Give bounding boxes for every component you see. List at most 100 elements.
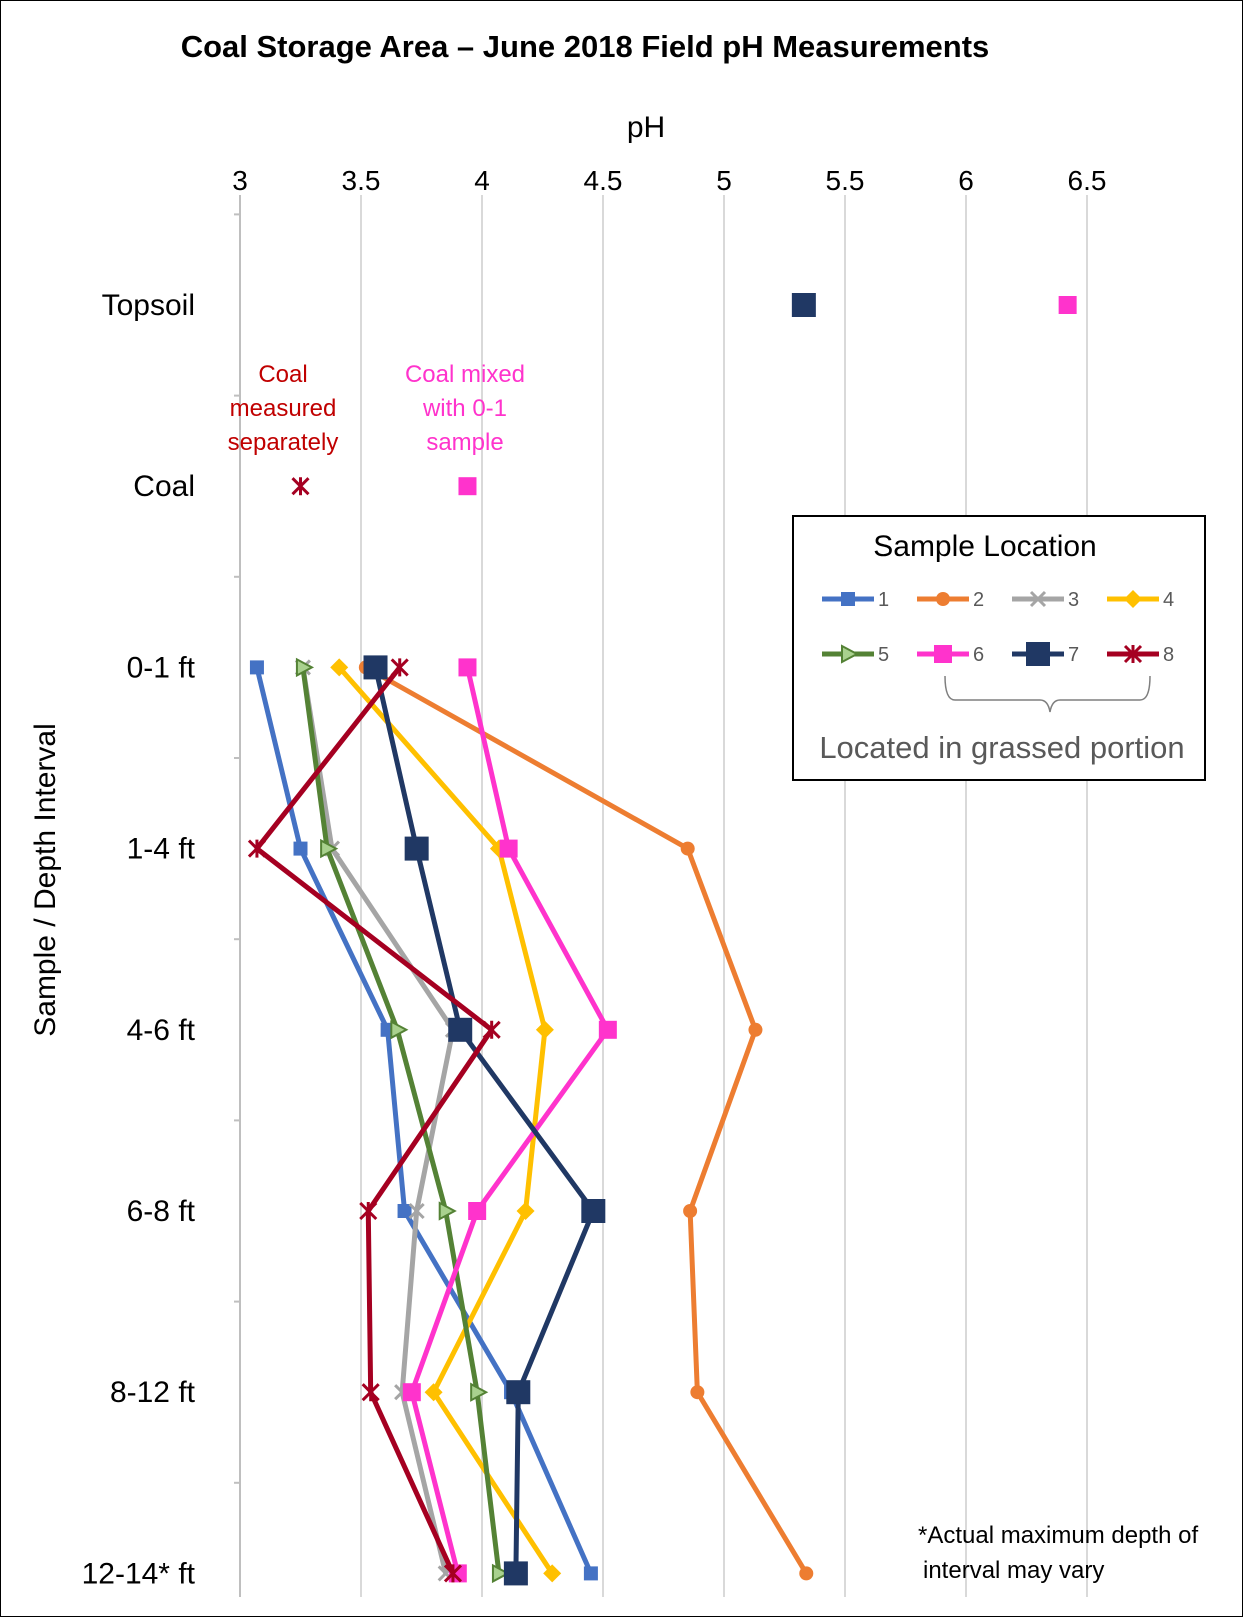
data-point <box>443 1564 463 1583</box>
data-point <box>359 1201 378 1221</box>
legend-label: 2 <box>973 589 984 611</box>
data-point <box>458 477 477 496</box>
legend-item-5: 5 <box>822 644 889 666</box>
data-point <box>482 1020 501 1039</box>
x-tick-label: 4 <box>474 165 490 196</box>
series-lines <box>247 293 1077 1586</box>
series-line-8 <box>254 665 495 1575</box>
data-point <box>361 1383 380 1402</box>
data-point <box>535 1020 554 1039</box>
data-point <box>680 841 695 856</box>
x-tick-label: 6.5 <box>1068 165 1107 196</box>
legend-item-1: 1 <box>822 589 889 611</box>
y-category-label: 12-14* ft <box>82 1557 196 1590</box>
legend-label: 6 <box>973 644 984 666</box>
series-5 <box>295 657 511 1584</box>
data-point <box>1026 642 1050 666</box>
x-axis-title: pH <box>627 111 665 144</box>
data-point <box>499 839 518 858</box>
data-point <box>295 657 315 678</box>
annotation-text: separately <box>228 429 339 456</box>
data-point <box>516 1202 535 1220</box>
data-point <box>448 1017 473 1042</box>
y-category-label: 1-4 ft <box>127 833 196 866</box>
annotation-text: measured <box>230 395 337 422</box>
annotation-text: Coal <box>258 361 307 388</box>
legend-item-8: 8 <box>1107 644 1174 666</box>
data-point <box>291 477 310 496</box>
data-point <box>397 1204 412 1218</box>
gridlines <box>234 195 1088 1597</box>
data-point <box>1124 590 1142 608</box>
series-line-3 <box>300 667 456 1574</box>
legend-label: 1 <box>878 589 889 611</box>
data-point <box>470 1382 489 1402</box>
data-point <box>458 658 477 677</box>
data-point <box>936 592 950 606</box>
series-7 <box>363 293 816 1586</box>
x-tick-labels: 3 3.5 4 4.5 5 5.5 6 6.5 <box>232 165 1106 196</box>
series-8 <box>247 477 501 1583</box>
series-line-7 <box>373 666 596 1574</box>
data-point <box>491 1563 511 1584</box>
series-line-5 <box>300 667 502 1574</box>
x-tick-label: 6 <box>958 165 974 196</box>
legend-label: 7 <box>1068 644 1079 666</box>
data-point <box>249 660 264 675</box>
annotation-text: sample <box>426 429 503 456</box>
data-point <box>748 1022 763 1037</box>
data-point <box>320 838 339 859</box>
x-tick-label: 3.5 <box>342 165 381 196</box>
data-point <box>841 592 855 606</box>
annotation-text: with 0-1 <box>422 395 507 422</box>
series-4 <box>330 658 562 1583</box>
data-point <box>690 1385 705 1400</box>
data-point <box>408 1202 425 1220</box>
legend-item-6: 6 <box>917 644 984 666</box>
series-line-6 <box>409 666 611 1575</box>
legend-box <box>792 515 1206 781</box>
y-axis-title: Sample / Depth Interval <box>29 723 62 1037</box>
data-point <box>1123 644 1143 664</box>
chart-title: Coal Storage Area – June 2018 Field pH M… <box>181 29 990 64</box>
x-tick-label: 5.5 <box>826 165 865 196</box>
legend-label: 5 <box>878 644 889 666</box>
legend: Sample Location 1 2 3 4 5 6 7 8 Located in grasse… <box>792 515 1206 781</box>
data-point <box>390 1020 409 1040</box>
data-point <box>683 1204 698 1218</box>
annotations: Coal measured separately Coal mixed with 0-1… <box>228 361 1199 1584</box>
data-point <box>247 839 267 858</box>
series-6 <box>402 296 1077 1583</box>
y-category-label: 0-1 ft <box>127 651 196 684</box>
legend-label: 3 <box>1068 589 1079 611</box>
data-point <box>363 655 388 680</box>
series-2 <box>358 660 814 1581</box>
data-point <box>330 658 349 677</box>
data-point <box>503 1561 528 1586</box>
y-category-label: 6-8 ft <box>127 1195 196 1228</box>
series-line-4 <box>337 665 555 1575</box>
y-category-label: 8-12 ft <box>110 1376 196 1409</box>
legend-note: Located in grassed portion <box>819 730 1184 765</box>
data-point <box>404 836 429 861</box>
annotation-text: Coal mixed <box>405 361 525 388</box>
x-tick-label: 4.5 <box>584 165 623 196</box>
series-line-1 <box>254 666 594 1575</box>
data-point <box>390 658 409 677</box>
data-point <box>1029 590 1047 608</box>
data-point <box>1058 296 1077 314</box>
legend-label: 4 <box>1163 589 1174 611</box>
annotation-text: interval may vary <box>923 1557 1104 1584</box>
data-point <box>583 1566 598 1581</box>
data-point <box>934 645 952 663</box>
data-point <box>543 1564 562 1583</box>
data-point <box>791 293 816 317</box>
x-tick-label: 5 <box>716 165 732 196</box>
legend-item-3: 3 <box>1012 589 1079 611</box>
data-point <box>402 1383 421 1402</box>
y-category-label: Topsoil <box>102 289 195 322</box>
data-point <box>424 1383 443 1402</box>
data-point <box>468 1202 487 1220</box>
y-category-label: Coal <box>133 470 195 503</box>
data-point <box>506 1380 531 1405</box>
